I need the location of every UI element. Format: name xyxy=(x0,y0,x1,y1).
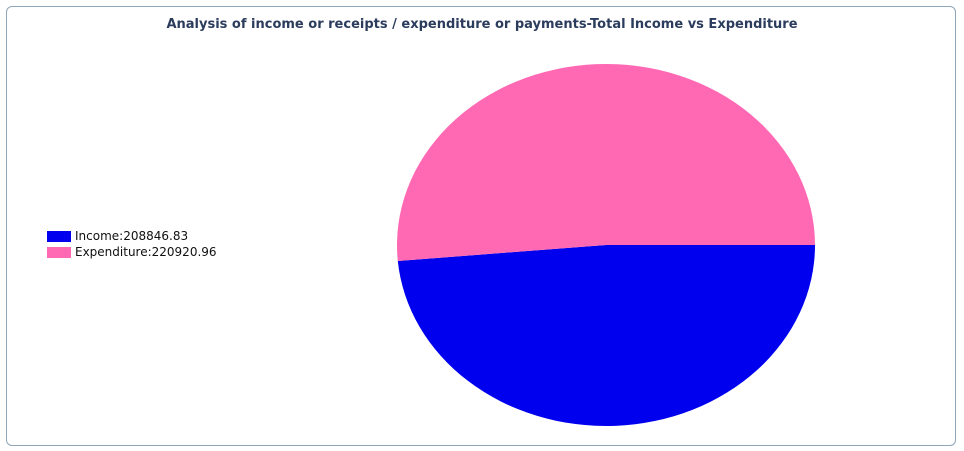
legend-label-expenditure: Expenditure:220920.96 xyxy=(75,245,217,259)
legend-item-income: Income:208846.83 xyxy=(47,228,217,244)
pie-slice-income xyxy=(397,245,815,426)
legend: Income:208846.83 Expenditure:220920.96 xyxy=(47,228,217,260)
legend-swatch-expenditure xyxy=(47,246,71,258)
pie-slice-expenditure xyxy=(397,63,815,261)
legend-label-income: Income:208846.83 xyxy=(75,229,189,243)
pie-slices xyxy=(397,63,815,426)
legend-item-expenditure: Expenditure:220920.96 xyxy=(47,244,217,260)
legend-swatch-income xyxy=(47,230,71,242)
chart-title: Analysis of income or receipts / expendi… xyxy=(166,17,798,32)
